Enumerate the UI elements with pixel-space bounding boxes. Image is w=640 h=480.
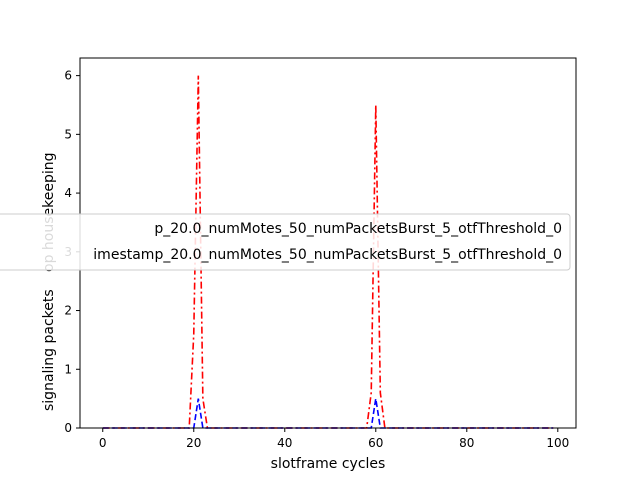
legend-box: [0, 213, 571, 271]
y-tick-label: 1: [64, 362, 72, 376]
x-tick-label: 100: [546, 436, 569, 450]
legend: p_20.0_numMotes_50_numPacketsBurst_5_otf…: [0, 213, 571, 271]
x-tick-label: 60: [368, 436, 383, 450]
y-tick-label: 0: [64, 421, 72, 435]
y-tick-label: 2: [64, 304, 72, 318]
x-tick-label: 40: [277, 436, 292, 450]
x-tick-label: 20: [186, 436, 201, 450]
x-axis-label: slotframe cycles: [271, 456, 386, 472]
legend-entry-label: p_20.0_numMotes_50_numPacketsBurst_5_otf…: [154, 221, 562, 237]
x-tick-label: 80: [459, 436, 474, 450]
y-tick-label: 4: [64, 186, 72, 200]
y-tick-label: 6: [64, 69, 72, 83]
y-axis-label: signaling packets: [41, 289, 57, 411]
y-tick-label: 5: [64, 127, 72, 141]
legend-entry-label: imestamp_20.0_numMotes_50_numPacketsBurs…: [93, 247, 562, 263]
x-tick-label: 0: [99, 436, 107, 450]
y-axis-label-group: signaling packets op housekeeping: [41, 153, 57, 412]
x-ticks: 0 20 40 60 80 100: [99, 428, 569, 450]
